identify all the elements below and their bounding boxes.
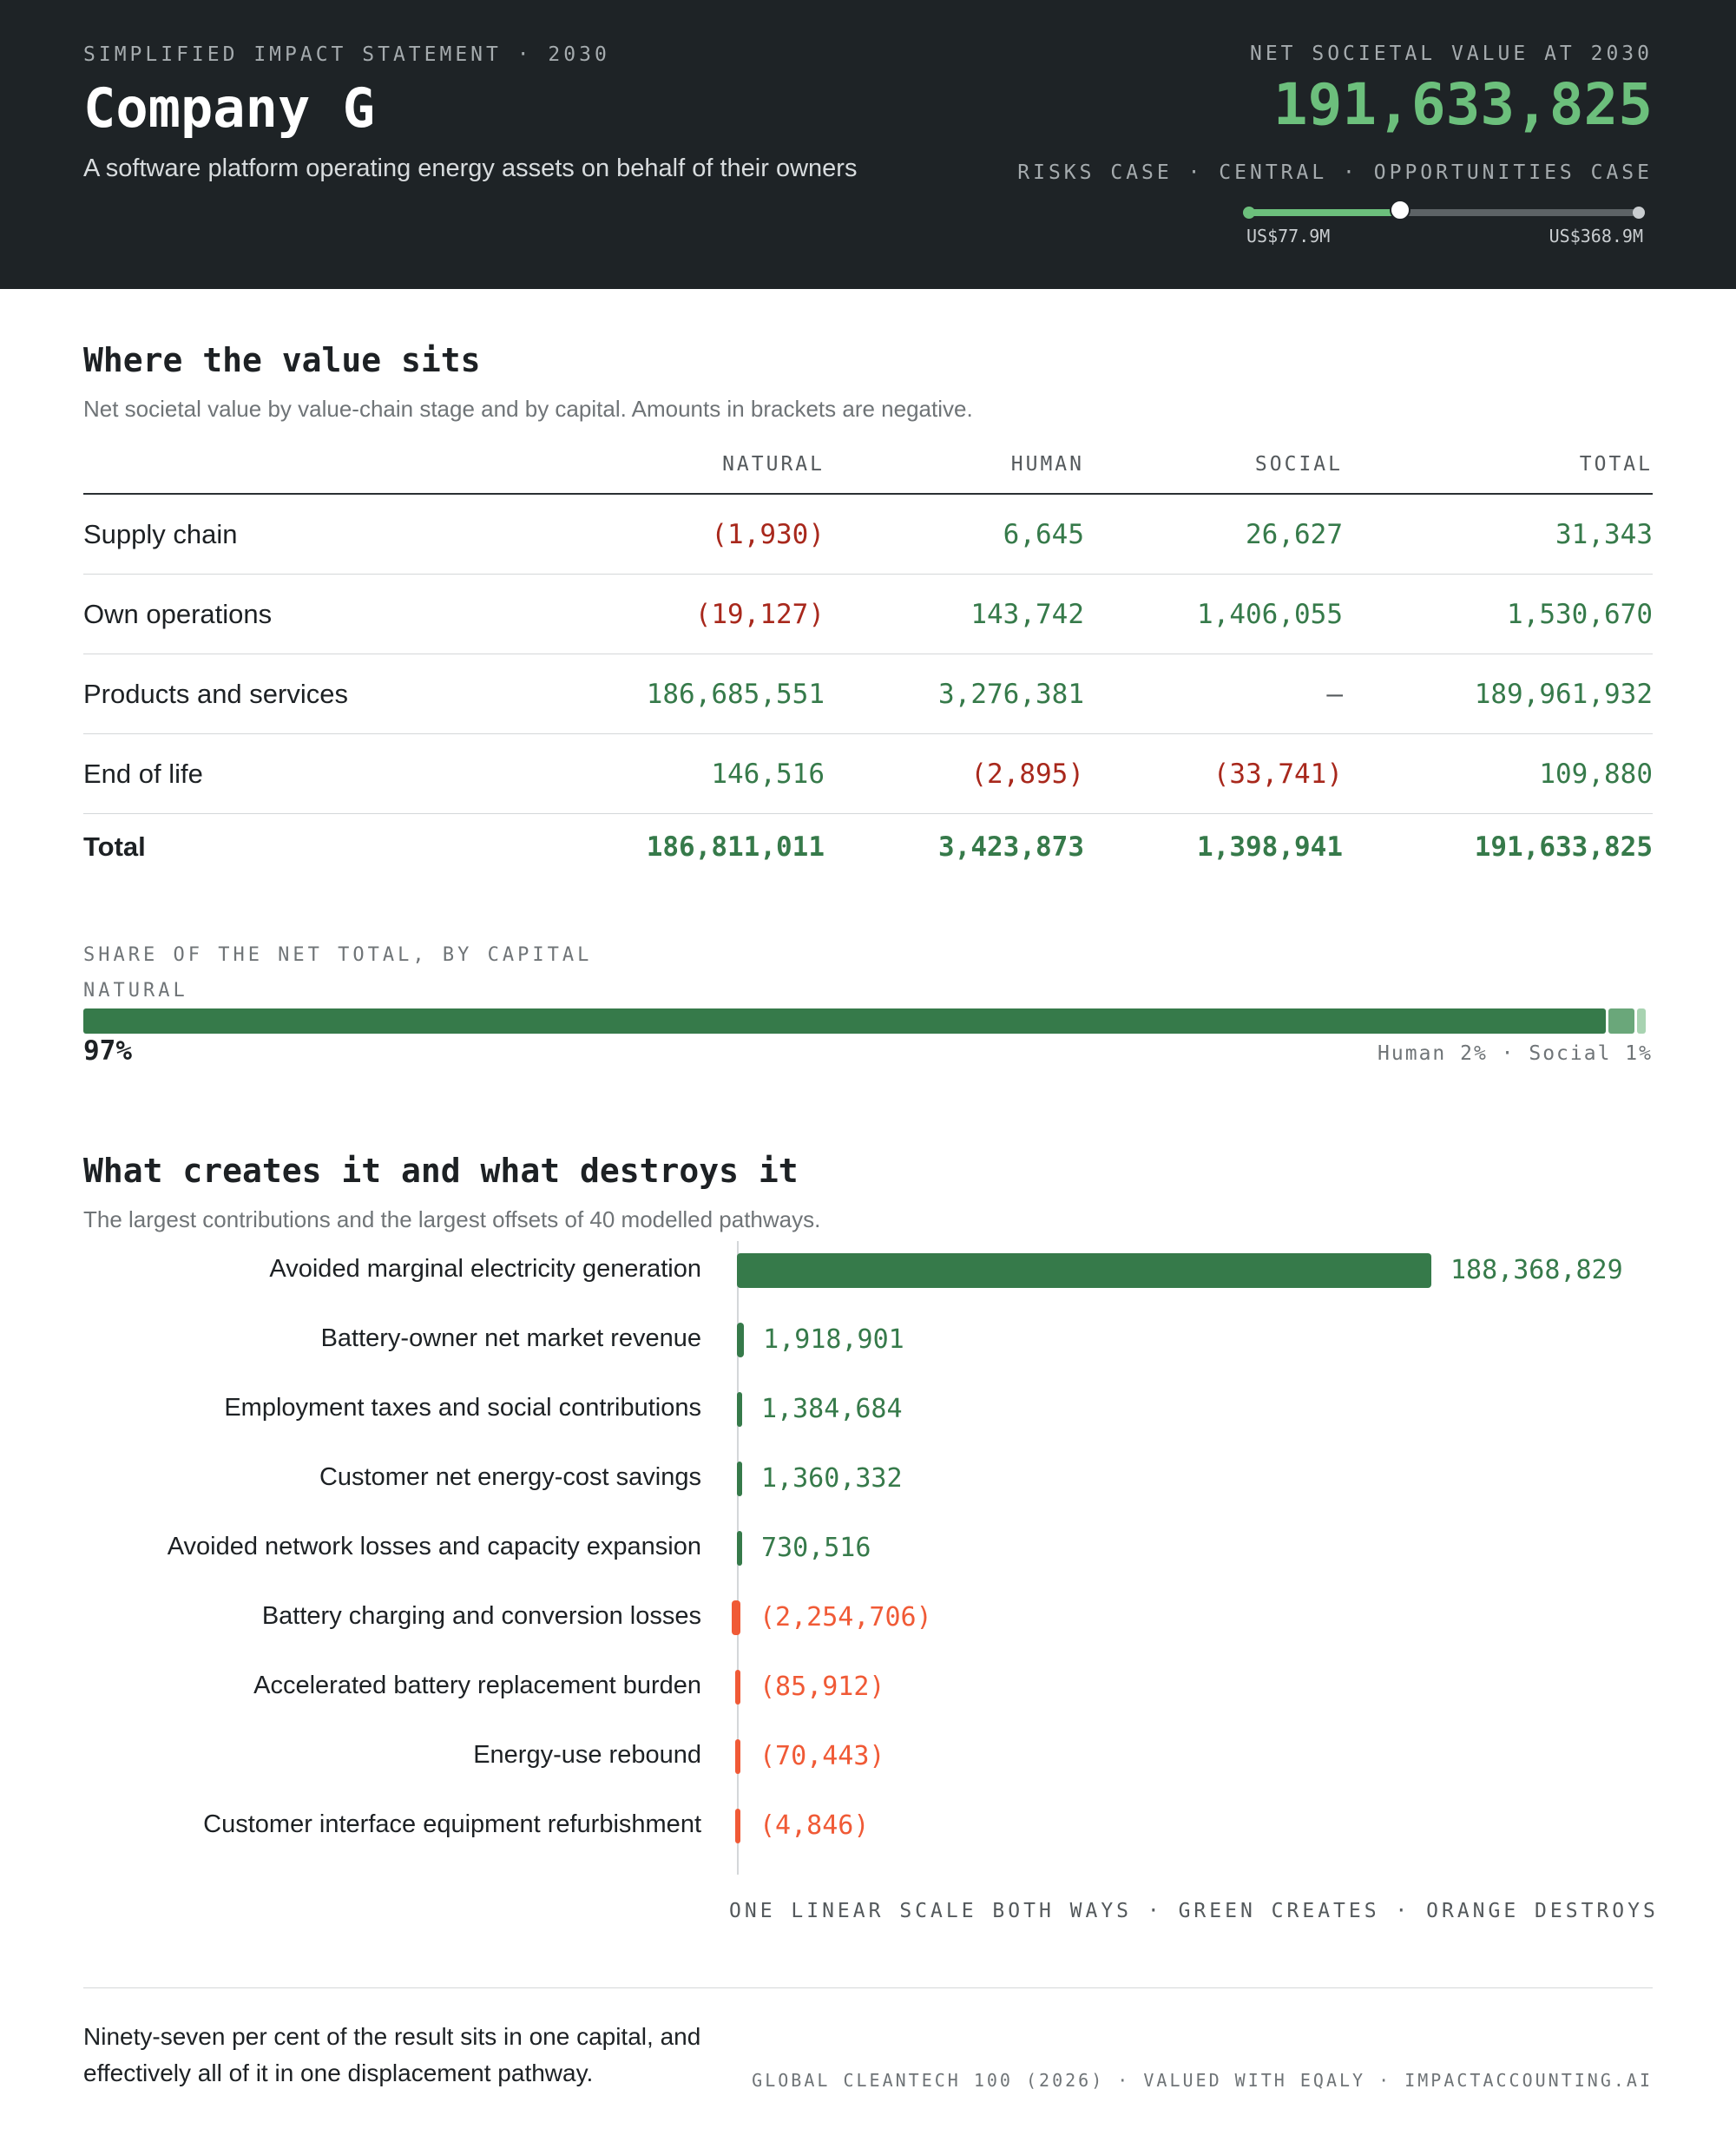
net-value-figure: 191,633,825 (1272, 71, 1653, 138)
bar-positive (737, 1531, 742, 1566)
cell-human: (2,895) (970, 759, 1084, 790)
bar-positive (737, 1253, 1431, 1288)
share-segment-social (1636, 1008, 1646, 1034)
pathway-label: Employment taxes and social contribution… (224, 1394, 701, 1422)
pathway-label: Battery-owner net market revenue (320, 1324, 701, 1352)
bar-value-label: 1,384,684 (761, 1394, 903, 1424)
cell-natural: 186,811,011 (646, 831, 825, 863)
cell-social: 1,398,941 (1197, 831, 1343, 863)
pathway-label: Energy-use rebound (473, 1741, 701, 1769)
bar-negative (735, 1739, 740, 1774)
col-total: TOTAL (1579, 453, 1653, 476)
bar-positive (737, 1323, 745, 1357)
bar-value-label: (70,443) (760, 1741, 885, 1771)
bar-negative (732, 1600, 740, 1635)
value-section-subtitle: Net societal value by value-chain stage … (83, 396, 973, 422)
bar-value-label: 1,360,332 (761, 1463, 903, 1494)
cell-social: 1,406,055 (1197, 599, 1343, 630)
pathway-label: Customer interface equipment refurbishme… (203, 1810, 701, 1838)
value-section-title: Where the value sits (83, 341, 481, 379)
statement-eyebrow: SIMPLIFIED IMPACT STATEMENT · 2030 (83, 43, 610, 66)
bar-negative (735, 1809, 740, 1843)
col-human: HUMAN (1010, 453, 1084, 476)
col-social: SOCIAL (1254, 453, 1343, 476)
risks-case-value: US$77.9M (1246, 226, 1331, 246)
net-value-label: NET SOCIETAL VALUE AT 2030 (1249, 43, 1653, 65)
scenario-case-label: RISKS CASE · CENTRAL · OPPORTUNITIES CAS… (1017, 161, 1653, 184)
bar-value-label: 1,918,901 (763, 1324, 904, 1355)
pathway-label: Avoided marginal electricity generation (269, 1255, 701, 1283)
chart-scale-note: ONE LINEAR SCALE BOTH WAYS · GREEN CREAT… (729, 1900, 1659, 1922)
cell-natural: (1,930) (711, 519, 825, 550)
table-row: End of life 146,516 (2,895) (33,741) 109,880 (83, 734, 1653, 814)
bar-value-label: (2,254,706) (760, 1602, 932, 1632)
footer-divider (83, 1987, 1653, 1988)
company-tagline: A software platform operating energy ass… (83, 154, 858, 182)
cell-total: 109,880 (1539, 759, 1653, 790)
pathway-label: Avoided network losses and capacity expa… (167, 1533, 701, 1560)
cell-natural: 186,685,551 (646, 679, 825, 710)
bar-positive (737, 1392, 742, 1427)
share-segment-human (1608, 1008, 1634, 1034)
table-row: Products and services 186,685,551 3,276,38… (83, 654, 1653, 734)
bar-negative (735, 1670, 740, 1705)
row-label: Total (83, 831, 146, 862)
table-row: Own operations (19,127) 143,742 1,406,055 1,… (83, 575, 1653, 654)
cell-total: 189,961,932 (1474, 679, 1653, 710)
pathway-label: Accelerated battery replacement burden (253, 1672, 701, 1699)
footer-credit: GLOBAL CLEANTECH 100 (2026) · VALUED WIT… (752, 2070, 1653, 2091)
pathways-bar-chart: Avoided marginal electricity generation 1… (0, 1241, 1736, 1901)
cell-total: 31,343 (1555, 519, 1653, 550)
value-table: NATURAL HUMAN SOCIAL TOTAL Supply chain (… (83, 443, 1653, 887)
table-body: Supply chain (1,930) 6,645 26,627 31,343 Own … (83, 495, 1653, 887)
bar-value-label: (4,846) (760, 1810, 870, 1841)
cell-human: 143,742 (970, 599, 1084, 630)
share-title: SHARE OF THE NET TOTAL, BY CAPITAL (83, 944, 593, 966)
row-label: Supply chain (83, 519, 238, 549)
share-natural-label: NATURAL (83, 980, 188, 1002)
footer-summary: Ninety-seven per cent of the result sits… (83, 2023, 701, 2086)
table-header: NATURAL HUMAN SOCIAL TOTAL (83, 443, 1653, 495)
header-banner: SIMPLIFIED IMPACT STATEMENT · 2030 Compa… (0, 0, 1736, 289)
share-other-capitals: Human 2% · Social 1% (1378, 1042, 1653, 1065)
share-natural-percent: 97% (83, 1035, 132, 1067)
cell-social: 26,627 (1246, 519, 1343, 550)
slider-low-end (1243, 207, 1255, 219)
bar-value-label: 188,368,829 (1450, 1255, 1623, 1285)
row-label: End of life (83, 759, 203, 789)
pathway-label: Battery charging and conversion losses (261, 1602, 701, 1630)
cell-natural: (19,127) (694, 599, 825, 630)
cell-natural: 146,516 (711, 759, 825, 790)
cell-total: 191,633,825 (1474, 831, 1653, 863)
bar-value-label: 730,516 (761, 1533, 871, 1563)
cell-total: 1,530,670 (1507, 599, 1653, 630)
table-total-row: Total 186,811,011 3,423,873 1,398,941 191,63… (83, 814, 1653, 887)
share-bar (83, 1008, 1653, 1034)
slider-fill (1246, 209, 1401, 216)
pathways-section-subtitle: The largest contributions and the larges… (83, 1206, 821, 1232)
scenario-range-slider (1243, 200, 1645, 220)
table-row: Supply chain (1,930) 6,645 26,627 31,343 (83, 495, 1653, 575)
opportunities-case-value: US$368.9M (1549, 226, 1643, 246)
cell-human: 6,645 (1003, 519, 1084, 550)
cell-social: – (1326, 679, 1343, 710)
bar-value-label: (85,912) (760, 1672, 885, 1702)
cell-human: 3,276,381 (938, 679, 1084, 710)
cell-human: 3,423,873 (938, 831, 1084, 863)
col-natural: NATURAL (722, 453, 825, 476)
slider-track (1246, 209, 1641, 216)
bar-positive (737, 1462, 742, 1496)
pathway-label: Customer net energy-cost savings (319, 1463, 701, 1491)
row-label: Products and services (83, 679, 348, 709)
share-segment-natural (83, 1008, 1607, 1034)
slider-high-end (1633, 207, 1645, 219)
company-name: Company G (83, 76, 375, 140)
cell-social: (33,741) (1213, 759, 1343, 790)
row-label: Own operations (83, 599, 273, 629)
pathways-section-title: What creates it and what destroys it (83, 1152, 799, 1190)
slider-central-knob (1390, 200, 1411, 220)
